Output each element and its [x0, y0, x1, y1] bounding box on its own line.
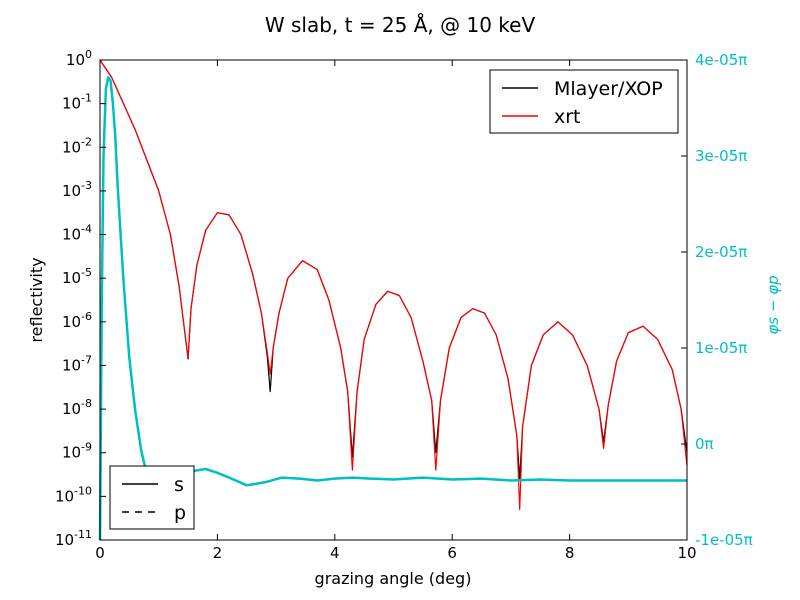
x-tick-label: 8 — [565, 544, 575, 562]
legend-label: s — [174, 474, 184, 496]
y2-tick-label: 3e-05π — [695, 147, 747, 165]
legend-top: Mlayer/XOP xrt — [489, 69, 679, 134]
y-tick-label: 10-11 — [55, 528, 92, 549]
y-tick-label: 10-2 — [62, 135, 92, 156]
y-tick-label: 10-8 — [62, 397, 92, 418]
y-axis-label: reflectivity — [27, 257, 46, 342]
chart-title: W slab, t = 25 Å, @ 10 keV — [265, 13, 536, 37]
x-tick-label: 10 — [677, 544, 696, 562]
legend-label: Mlayer/XOP — [554, 78, 663, 100]
y-tick-label: 10-5 — [62, 266, 92, 287]
x-axis-label: grazing angle (deg) — [315, 569, 472, 588]
y-tick-label: 10-4 — [62, 223, 92, 244]
x-tick-label: 4 — [330, 544, 340, 562]
x-tick-label: 0 — [95, 544, 105, 562]
x-tick-label: 2 — [213, 544, 223, 562]
plot-frame — [99, 59, 688, 541]
y2-tick-label: -1e-05π — [695, 531, 753, 549]
y2-tick-label: 1e-05π — [695, 339, 747, 357]
x-tick-label: 6 — [447, 544, 457, 562]
legend-bottom-frame — [109, 465, 195, 530]
y2-tick-label: 4e-05π — [695, 51, 747, 69]
y-tick-label: 10-9 — [62, 441, 92, 462]
series-xrt — [99, 59, 688, 511]
legend-bottom: sp — [109, 465, 195, 530]
y-tick-label: 100 — [66, 48, 92, 69]
y-tick-label: 10-3 — [62, 179, 92, 200]
y-tick-label: 10-10 — [55, 484, 92, 505]
series-layer — [98, 59, 688, 541]
series-phase-difference — [98, 76, 687, 541]
y2-axis-label: φs − φp — [764, 275, 782, 334]
y2-tick-label: 0π — [695, 435, 714, 453]
y-tick-label: 10-1 — [62, 92, 92, 113]
y-tick-label: 10-7 — [62, 353, 92, 374]
legend-top-frame — [489, 69, 679, 134]
y-tick-label: 10-6 — [62, 310, 92, 331]
legend-label: p — [174, 502, 186, 524]
legend-label: xrt — [554, 106, 581, 128]
y2-tick-label: 2e-05π — [695, 243, 747, 261]
ticks-layer: 0 2 4 6 8 10 100 10-1 10-2 10-3 10-4 10-5 10-6 10-7 10… — [55, 48, 753, 562]
